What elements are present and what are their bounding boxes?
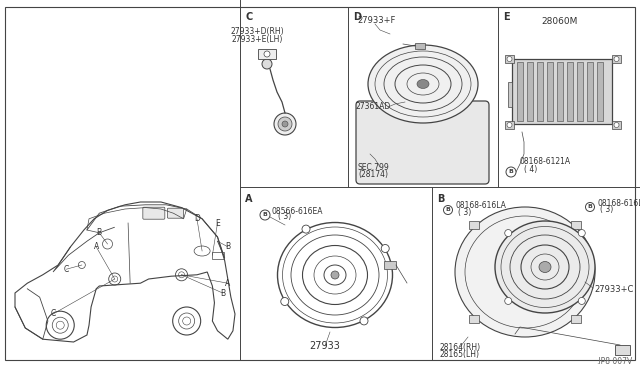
- Text: B: B: [509, 169, 513, 174]
- Bar: [469, 221, 479, 229]
- Text: B: B: [588, 204, 593, 209]
- Circle shape: [614, 122, 619, 128]
- Text: 28164(RH): 28164(RH): [440, 343, 481, 352]
- Circle shape: [579, 298, 585, 304]
- Bar: [571, 315, 581, 323]
- Text: ( 4): ( 4): [524, 165, 537, 174]
- Bar: [505, 55, 514, 63]
- Text: 27933+F: 27933+F: [357, 16, 396, 25]
- Circle shape: [360, 317, 368, 325]
- Text: ( 3): ( 3): [458, 208, 471, 217]
- Circle shape: [614, 57, 619, 61]
- Bar: [415, 43, 425, 49]
- Text: 08168-616LA: 08168-616LA: [455, 202, 506, 211]
- Text: B: B: [262, 212, 268, 217]
- Circle shape: [262, 59, 272, 69]
- Circle shape: [282, 121, 288, 127]
- Text: 08168-616LA: 08168-616LA: [597, 199, 640, 208]
- Text: 27933+D(RH): 27933+D(RH): [230, 27, 284, 36]
- Circle shape: [302, 225, 310, 233]
- Bar: [587, 62, 593, 121]
- Text: E: E: [215, 218, 220, 228]
- Bar: [258, 49, 276, 59]
- Bar: [512, 59, 612, 124]
- Bar: [527, 62, 533, 121]
- Text: ( 3): ( 3): [600, 205, 613, 214]
- Bar: [384, 261, 396, 269]
- Bar: [469, 315, 479, 323]
- Bar: [612, 121, 621, 129]
- FancyBboxPatch shape: [168, 208, 184, 218]
- Text: A: A: [225, 279, 230, 288]
- Circle shape: [579, 230, 585, 237]
- Ellipse shape: [417, 80, 429, 89]
- Bar: [547, 62, 553, 121]
- Bar: [567, 62, 573, 121]
- Text: 08566-616EA: 08566-616EA: [272, 206, 323, 215]
- Text: 28165(LH): 28165(LH): [440, 350, 480, 359]
- Bar: [212, 252, 225, 259]
- Text: E: E: [503, 12, 509, 22]
- Text: B: B: [97, 228, 102, 237]
- Bar: [508, 82, 512, 107]
- Bar: [615, 345, 630, 355]
- Ellipse shape: [495, 221, 595, 313]
- Bar: [557, 62, 563, 121]
- Circle shape: [586, 202, 595, 212]
- Text: B: B: [225, 242, 230, 251]
- Circle shape: [507, 122, 512, 128]
- Circle shape: [444, 205, 452, 215]
- Text: .IP8·007V: .IP8·007V: [596, 357, 632, 366]
- FancyBboxPatch shape: [356, 101, 489, 184]
- Ellipse shape: [539, 262, 551, 273]
- Bar: [517, 62, 523, 121]
- Text: D: D: [353, 12, 361, 22]
- Text: 27361AD: 27361AD: [356, 102, 391, 111]
- Ellipse shape: [368, 45, 478, 123]
- Circle shape: [281, 298, 289, 305]
- Text: ( 3): ( 3): [278, 212, 291, 221]
- Text: A: A: [245, 194, 253, 204]
- Circle shape: [264, 51, 270, 57]
- Bar: [577, 62, 583, 121]
- Bar: [571, 221, 581, 229]
- Circle shape: [505, 230, 512, 237]
- Text: 08168-6121A: 08168-6121A: [519, 157, 570, 166]
- Text: C: C: [51, 310, 56, 318]
- Bar: [505, 121, 514, 129]
- Circle shape: [507, 57, 512, 61]
- Ellipse shape: [455, 207, 595, 337]
- Circle shape: [506, 167, 516, 177]
- Text: B: B: [445, 207, 451, 212]
- Bar: [537, 62, 543, 121]
- Text: 27933+C: 27933+C: [594, 285, 634, 294]
- Circle shape: [260, 210, 270, 220]
- Circle shape: [505, 298, 512, 304]
- Text: D: D: [194, 214, 200, 223]
- Text: B: B: [437, 194, 444, 204]
- Text: C: C: [64, 265, 69, 274]
- Text: 27933+E(LH): 27933+E(LH): [231, 35, 283, 44]
- Bar: [612, 55, 621, 63]
- Circle shape: [274, 113, 296, 135]
- Text: (28174): (28174): [358, 170, 388, 179]
- Text: SEC.799: SEC.799: [358, 163, 390, 172]
- Text: 28060M: 28060M: [542, 17, 578, 26]
- Text: A: A: [93, 242, 99, 251]
- Bar: [597, 62, 603, 121]
- Circle shape: [278, 117, 292, 131]
- Text: 27933: 27933: [310, 341, 340, 351]
- Ellipse shape: [331, 271, 339, 279]
- FancyBboxPatch shape: [143, 207, 165, 219]
- Text: C: C: [245, 12, 252, 22]
- Circle shape: [381, 244, 389, 253]
- Text: B: B: [220, 289, 225, 298]
